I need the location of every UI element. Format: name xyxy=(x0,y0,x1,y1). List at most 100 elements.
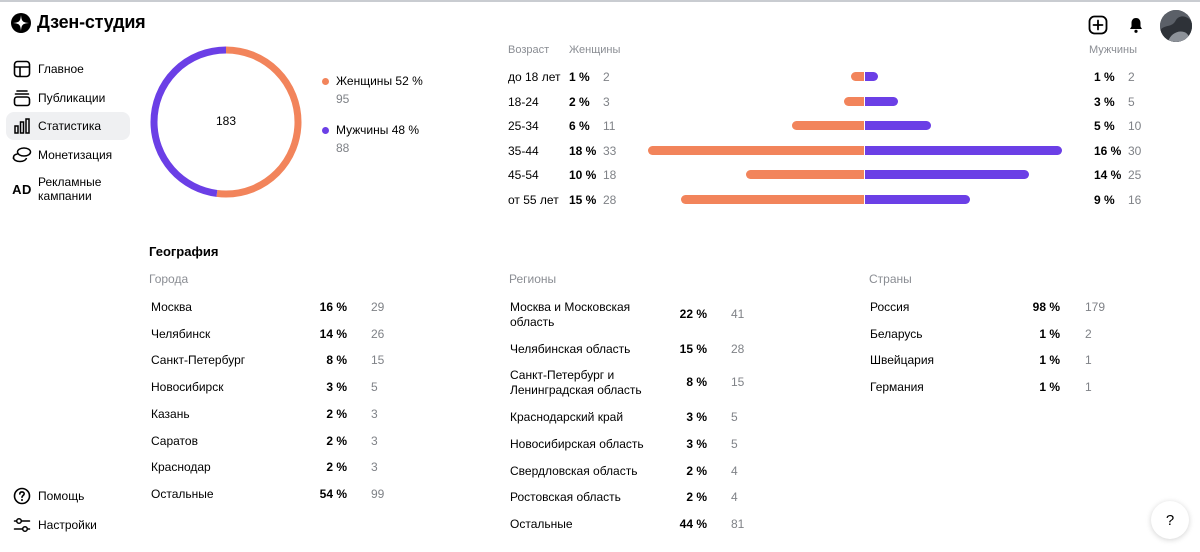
geo-percent: 54 % xyxy=(319,486,347,501)
geo-name: Россия xyxy=(870,300,910,314)
age-row: от 55 лет 15 % 28 9 % 16 xyxy=(508,193,1168,209)
sidebar-item-monetization[interactable]: Монетизация xyxy=(6,141,130,169)
geo-name: Остальные xyxy=(151,486,214,501)
geo-name: Ростовская область xyxy=(510,490,621,505)
geo-count: 15 xyxy=(371,353,385,368)
geography-title: География xyxy=(149,244,219,259)
sidebar-item-main[interactable]: Главное xyxy=(6,55,130,83)
sidebar-item-statistics[interactable]: Статистика xyxy=(6,112,130,141)
geo-percent: 3 % xyxy=(686,410,707,425)
geo-name: Свердловская область xyxy=(510,463,638,478)
sidebar-item-settings[interactable]: Настройки xyxy=(6,511,130,539)
city-row: Остальные 54 % 99 xyxy=(151,487,411,502)
geo-count: 41 xyxy=(731,307,745,321)
women-legend-label: Женщины 52 % xyxy=(336,74,423,88)
geo-name: Германия xyxy=(870,380,924,395)
age-category: от 55 лет xyxy=(508,193,559,207)
sidebar-item-label: Главное xyxy=(38,62,84,76)
region-row: Свердловская область 2 % 4 xyxy=(510,464,771,479)
women-age-bar xyxy=(680,195,864,204)
men-age-bar xyxy=(865,121,931,130)
geo-percent: 22 % xyxy=(679,307,707,321)
country-row: Россия 98 % 179 xyxy=(870,300,1125,315)
geo-name: Краснодар xyxy=(151,460,211,475)
men-percent: 14 % xyxy=(1094,168,1122,182)
women-age-bar xyxy=(647,146,864,155)
geo-name: Краснодарский край xyxy=(510,410,624,425)
user-avatar[interactable] xyxy=(1160,10,1192,42)
women-count: 33 xyxy=(603,144,617,158)
men-count: 10 xyxy=(1128,119,1142,133)
app-title: Дзен-студия xyxy=(37,12,146,32)
age-row: 25-34 6 % 11 5 % 10 xyxy=(508,119,1168,135)
men-age-bar xyxy=(865,146,1062,155)
men-age-bar xyxy=(865,170,1029,179)
help-fab-button[interactable]: ? xyxy=(1151,501,1189,539)
avatar-photo-icon xyxy=(1160,10,1192,42)
sidebar-item-ad-campaigns[interactable]: AD Рекламные кампании xyxy=(6,169,130,209)
sidebar-item-help[interactable]: Помощь xyxy=(6,482,130,510)
city-row: Краснодар 2 % 3 xyxy=(151,460,411,475)
geo-count: 2 xyxy=(1085,326,1092,341)
men-percent: 9 % xyxy=(1094,193,1115,207)
geo-count: 3 xyxy=(371,433,378,448)
top-border xyxy=(0,0,1200,2)
geo-count: 81 xyxy=(731,516,745,531)
men-percent: 5 % xyxy=(1094,119,1115,133)
men-column-header: Мужчины xyxy=(1089,44,1138,56)
donut-slice-men xyxy=(150,46,302,198)
age-row: 45-54 10 % 18 14 % 25 xyxy=(508,168,1168,184)
region-row: Санкт-Петербург и Ленинградская область 8… xyxy=(510,368,771,398)
geo-percent: 1 % xyxy=(1039,380,1060,395)
sidebar-item-label: Настройки xyxy=(38,517,97,532)
men-legend-label: Мужчины 48 % xyxy=(336,123,420,137)
sidebar-item-publications[interactable]: Публикации xyxy=(6,84,130,112)
geo-name: Челябинская область xyxy=(510,341,631,356)
app-logo[interactable]: Дзен-студия xyxy=(11,12,146,33)
geo-count: 3 xyxy=(371,406,378,421)
women-age-bar xyxy=(746,170,864,179)
sidebar-item-label: Монетизация xyxy=(38,147,113,162)
geo-count: 26 xyxy=(371,326,385,341)
legend-women: Женщины 52 % 95 xyxy=(322,74,423,106)
regions-header: Регионы xyxy=(509,272,557,286)
men-count: 2 xyxy=(1128,70,1135,84)
geo-percent: 44 % xyxy=(679,516,707,531)
men-count: 25 xyxy=(1128,168,1142,182)
geo-percent: 2 % xyxy=(686,463,707,478)
age-column-header: Возраст xyxy=(508,44,550,56)
cities-header: Города xyxy=(149,272,189,286)
geo-count: 29 xyxy=(371,300,385,314)
geo-name: Новосибирск xyxy=(151,380,224,395)
notifications-button[interactable] xyxy=(1125,14,1147,36)
region-row: Краснодарский край 3 % 5 xyxy=(510,410,771,425)
age-category: 18-24 xyxy=(508,95,539,109)
city-row: Челябинск 14 % 26 xyxy=(151,327,411,342)
men-age-bar xyxy=(865,195,970,204)
geo-count: 4 xyxy=(731,490,738,505)
zen-logo-icon xyxy=(11,12,31,33)
country-row: Германия 1 % 1 xyxy=(870,380,1125,395)
geo-percent: 2 % xyxy=(326,433,347,448)
geo-percent: 2 % xyxy=(326,406,347,421)
city-row: Саратов 2 % 3 xyxy=(151,434,411,449)
men-count: 16 xyxy=(1128,193,1142,207)
age-category: 45-54 xyxy=(508,168,539,182)
create-button[interactable] xyxy=(1087,14,1109,36)
women-age-bar xyxy=(791,121,864,130)
geo-count: 5 xyxy=(731,436,738,451)
geo-name: Остальные xyxy=(510,516,573,531)
coins-icon xyxy=(12,145,32,165)
sidebar-nav: Главное Публикации Статистика Монетизаци… xyxy=(6,55,130,210)
sidebar-item-label: Рекламные кампании xyxy=(38,175,102,204)
help-circle-icon xyxy=(12,486,32,506)
men-percent: 16 % xyxy=(1094,144,1122,158)
geo-name: Москва и Московская область xyxy=(510,300,631,329)
women-percent: 6 % xyxy=(569,119,590,133)
men-count: 88 xyxy=(336,141,350,155)
home-grid-icon xyxy=(12,59,32,79)
women-column-header: Женщины xyxy=(569,44,621,56)
geo-percent: 3 % xyxy=(326,380,347,395)
geo-count: 99 xyxy=(371,486,385,501)
men-age-bar xyxy=(865,72,879,81)
